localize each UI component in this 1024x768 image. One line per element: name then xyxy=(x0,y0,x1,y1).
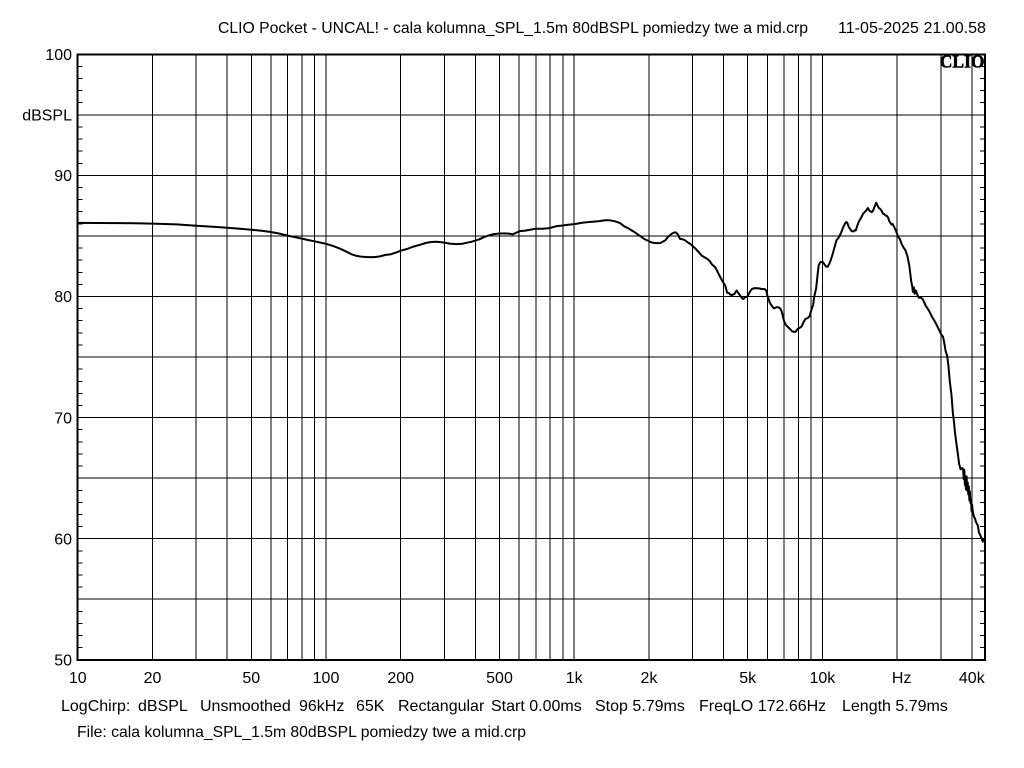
svg-text:100: 100 xyxy=(45,47,72,64)
svg-text:Hz: Hz xyxy=(892,670,912,687)
svg-text:90: 90 xyxy=(54,168,72,185)
svg-text:80: 80 xyxy=(54,289,72,306)
svg-text:20: 20 xyxy=(144,670,162,687)
svg-text:Start 0.00ms: Start 0.00ms xyxy=(491,698,582,715)
svg-text:Length 5.79ms: Length 5.79ms xyxy=(842,698,948,715)
svg-text:File: cala kolumna_SPL_1.5m 80: File: cala kolumna_SPL_1.5m 80dBSPL pomi… xyxy=(77,724,526,741)
svg-text:5k: 5k xyxy=(739,670,757,687)
svg-text:CLIO Pocket - UNCAL! - cala ko: CLIO Pocket - UNCAL! - cala kolumna_SPL_… xyxy=(218,20,808,37)
svg-text:dBSPL: dBSPL xyxy=(22,108,72,125)
svg-text:50: 50 xyxy=(242,670,260,687)
svg-text:1k: 1k xyxy=(566,670,584,687)
svg-text:50: 50 xyxy=(54,653,72,670)
svg-text:65K: 65K xyxy=(356,698,385,715)
svg-text:FreqLO 172.66Hz: FreqLO 172.66Hz xyxy=(699,698,826,715)
svg-text:11-05-2025 21.00.58: 11-05-2025 21.00.58 xyxy=(838,20,986,37)
svg-text:100: 100 xyxy=(313,670,340,687)
svg-text:10k: 10k xyxy=(810,670,837,687)
svg-text:70: 70 xyxy=(54,410,72,427)
svg-text:dBSPL: dBSPL xyxy=(138,698,188,715)
svg-text:40k: 40k xyxy=(959,670,986,687)
svg-text:Stop 5.79ms: Stop 5.79ms xyxy=(595,698,685,715)
svg-text:500: 500 xyxy=(486,670,513,687)
svg-text:60: 60 xyxy=(54,531,72,548)
svg-text:10: 10 xyxy=(69,670,87,687)
svg-text:200: 200 xyxy=(387,670,414,687)
svg-text:Unsmoothed: Unsmoothed xyxy=(200,698,291,715)
svg-text:2k: 2k xyxy=(640,670,658,687)
svg-text:96kHz: 96kHz xyxy=(299,698,344,715)
svg-text:LogChirp:: LogChirp: xyxy=(61,698,130,715)
svg-text:Rectangular: Rectangular xyxy=(398,698,485,715)
svg-text:CLIO: CLIO xyxy=(940,52,985,72)
